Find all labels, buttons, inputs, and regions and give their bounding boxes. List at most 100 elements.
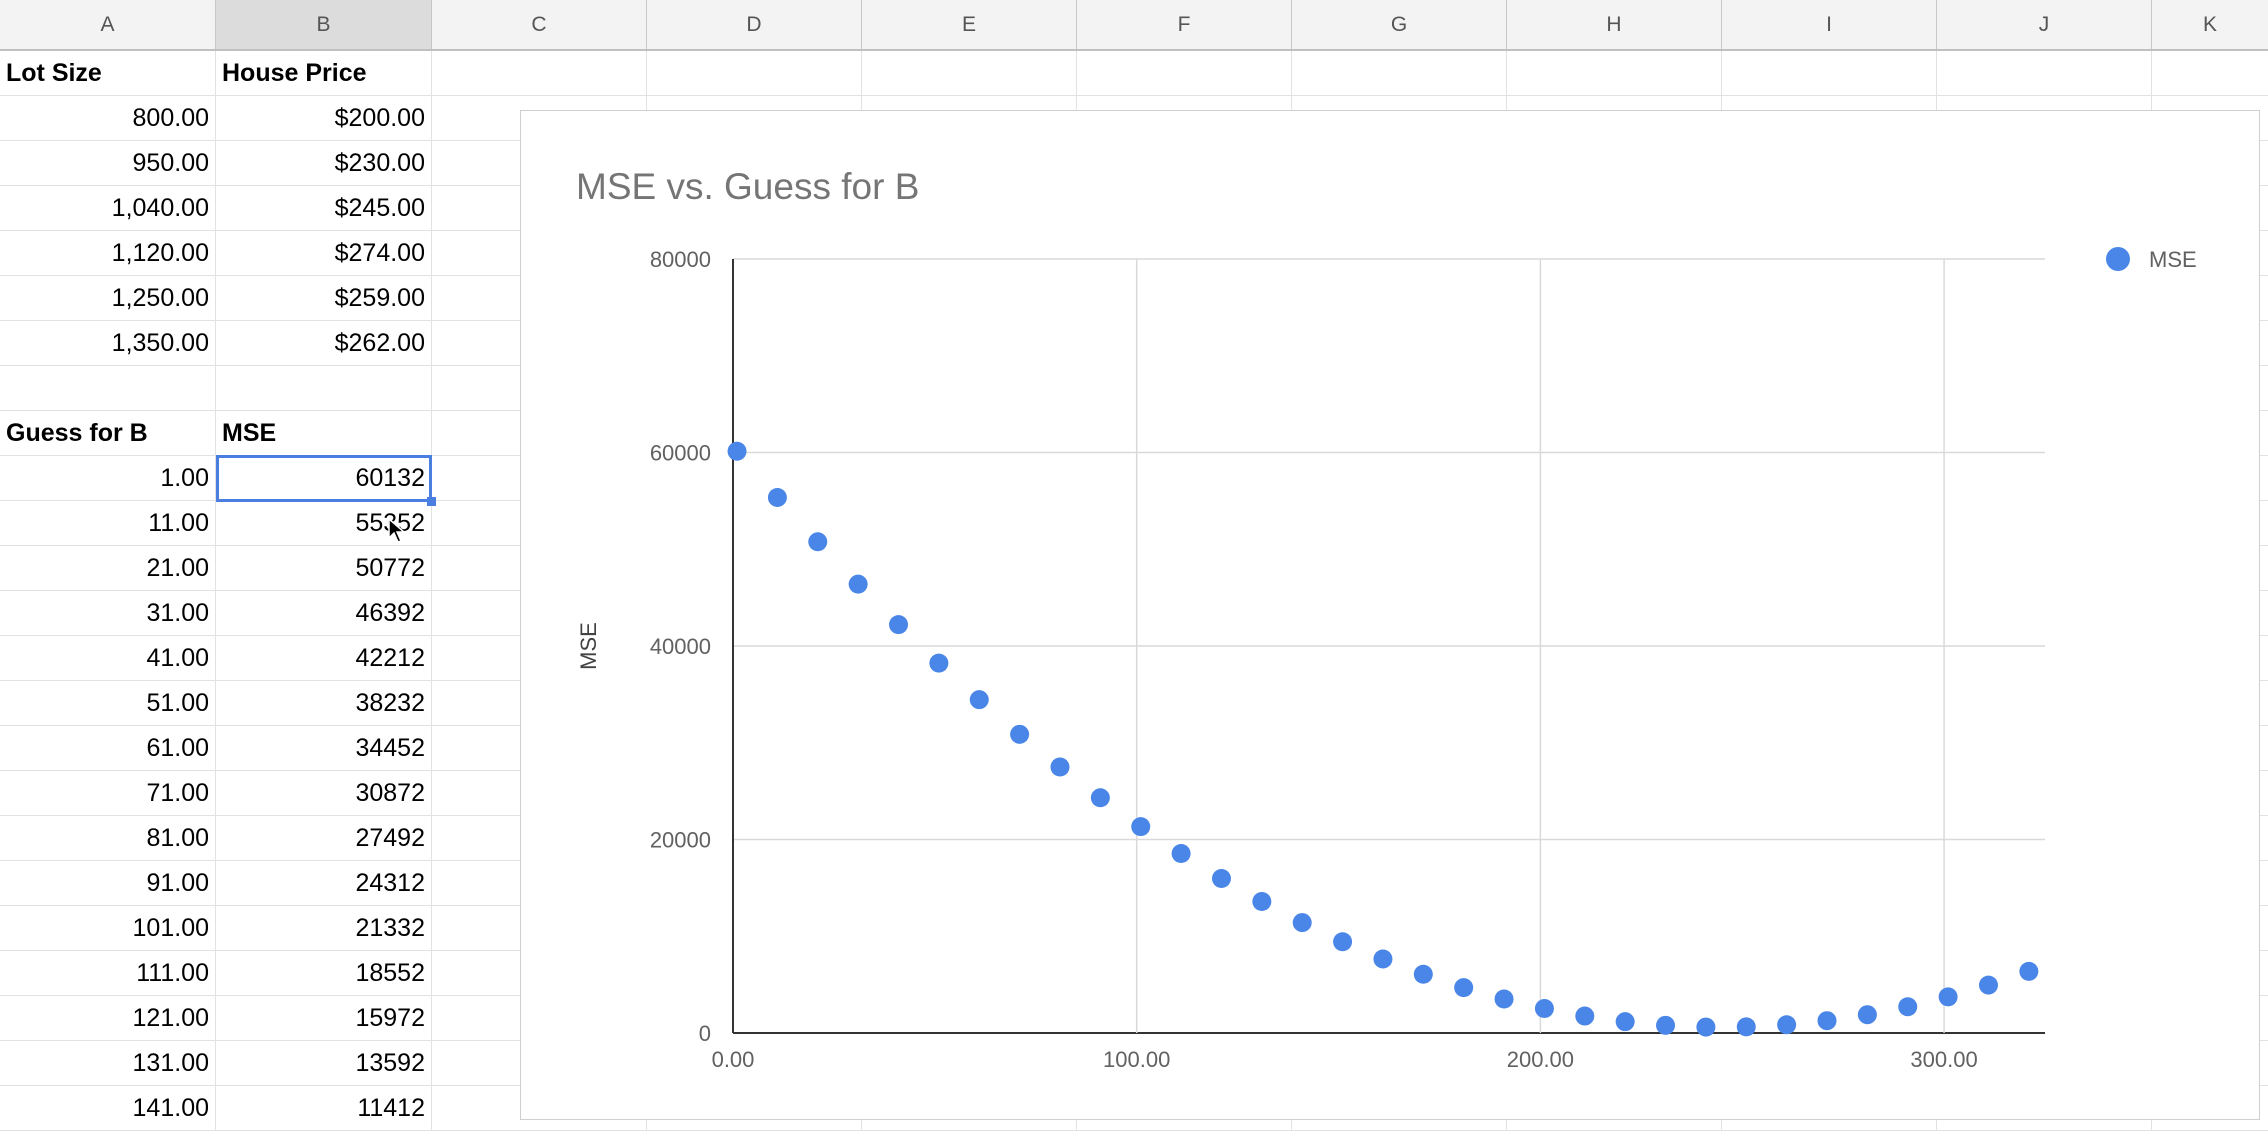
cell[interactable] — [432, 51, 647, 96]
chart-panel[interactable]: MSE vs. Guess for B 0 20000 40000 60000 80000… — [520, 110, 2260, 1120]
cell[interactable]: 30872 — [216, 771, 432, 816]
data-point — [767, 487, 787, 507]
cell[interactable]: 101.00 — [0, 906, 216, 951]
data-point — [1777, 1015, 1797, 1035]
y-tick-label: 60000 — [650, 441, 711, 466]
data-point — [1413, 964, 1433, 984]
cell[interactable] — [1292, 51, 1507, 96]
cell[interactable]: 91.00 — [0, 861, 216, 906]
cell[interactable]: 950.00 — [0, 141, 216, 186]
y-tick-label: 0 — [699, 1021, 711, 1046]
cell[interactable]: 11.00 — [0, 501, 216, 546]
cell[interactable] — [647, 51, 862, 96]
data-point — [1292, 913, 1312, 933]
data-point — [889, 615, 909, 635]
column-header-b[interactable]: B — [216, 0, 432, 49]
x-tick-label: 300.00 — [1910, 1047, 1977, 1072]
legend-marker — [2106, 247, 2130, 271]
data-point — [848, 574, 868, 594]
cell[interactable]: 121.00 — [0, 996, 216, 1041]
cell[interactable]: 1,250.00 — [0, 276, 216, 321]
data-point — [1131, 817, 1151, 837]
x-tick-label: 0.00 — [712, 1047, 755, 1072]
column-header-g[interactable]: G — [1292, 0, 1507, 49]
cell[interactable]: 81.00 — [0, 816, 216, 861]
cell[interactable]: $262.00 — [216, 321, 432, 366]
cell[interactable]: 34452 — [216, 726, 432, 771]
cell[interactable] — [1077, 51, 1292, 96]
data-point — [1938, 987, 1958, 1007]
x-tick-label: 100.00 — [1103, 1047, 1170, 1072]
data-point — [1050, 757, 1070, 777]
data-point — [1454, 978, 1474, 998]
cell[interactable]: $230.00 — [216, 141, 432, 186]
cell[interactable]: 1,350.00 — [0, 321, 216, 366]
cell[interactable] — [1937, 51, 2152, 96]
scatter-chart: MSE vs. Guess for B 0 20000 40000 60000 80000… — [576, 166, 2197, 1072]
data-point — [969, 690, 989, 710]
cell[interactable] — [2152, 51, 2268, 96]
cell[interactable]: 1,120.00 — [0, 231, 216, 276]
cell[interactable]: 21332 — [216, 906, 432, 951]
column-header-i[interactable]: I — [1722, 0, 1937, 49]
data-point — [1494, 989, 1514, 1009]
cell[interactable]: Lot Size — [0, 51, 216, 96]
column-header-e[interactable]: E — [862, 0, 1077, 49]
cell[interactable]: 50772 — [216, 546, 432, 591]
cell[interactable]: Guess for B — [0, 411, 216, 456]
cell[interactable] — [1722, 51, 1937, 96]
column-header-f[interactable]: F — [1077, 0, 1292, 49]
cell[interactable]: $245.00 — [216, 186, 432, 231]
data-point — [1333, 932, 1353, 952]
data-point — [1575, 1006, 1595, 1026]
cell[interactable]: House Price — [216, 51, 432, 96]
cell[interactable]: 31.00 — [0, 591, 216, 636]
column-header-k[interactable]: K — [2152, 0, 2268, 49]
column-header-d[interactable]: D — [647, 0, 862, 49]
cell[interactable]: 24312 — [216, 861, 432, 906]
y-tick-label: 20000 — [650, 828, 711, 853]
data-point — [2019, 961, 2039, 981]
cell[interactable]: 13592 — [216, 1041, 432, 1086]
cell[interactable]: $200.00 — [216, 96, 432, 141]
data-point — [1615, 1012, 1635, 1032]
cell[interactable]: 1.00 — [0, 456, 216, 501]
cell[interactable]: 18552 — [216, 951, 432, 996]
cell[interactable]: 1,040.00 — [0, 186, 216, 231]
cell[interactable]: 51.00 — [0, 681, 216, 726]
cell[interactable]: $259.00 — [216, 276, 432, 321]
cell[interactable]: 141.00 — [0, 1086, 216, 1131]
cell[interactable]: 111.00 — [0, 951, 216, 996]
cell[interactable]: 46392 — [216, 591, 432, 636]
cell[interactable] — [1507, 51, 1722, 96]
column-header-c[interactable]: C — [432, 0, 647, 49]
cell[interactable]: 11412 — [216, 1086, 432, 1131]
data-point — [1656, 1015, 1676, 1035]
fill-handle[interactable] — [427, 497, 436, 506]
cell[interactable]: $274.00 — [216, 231, 432, 276]
cell[interactable]: 60132 — [216, 456, 432, 501]
cell[interactable]: 15972 — [216, 996, 432, 1041]
cell[interactable]: 38232 — [216, 681, 432, 726]
column-header-a[interactable]: A — [0, 0, 216, 49]
data-point — [1010, 724, 1030, 744]
cell[interactable]: 61.00 — [0, 726, 216, 771]
cell[interactable]: 42212 — [216, 636, 432, 681]
cell[interactable]: 21.00 — [0, 546, 216, 591]
cell[interactable] — [0, 366, 216, 411]
data-point — [1171, 844, 1191, 864]
cell[interactable]: 41.00 — [0, 636, 216, 681]
column-header-j[interactable]: J — [1937, 0, 2152, 49]
data-point — [1373, 949, 1393, 969]
cell[interactable]: 27492 — [216, 816, 432, 861]
cell[interactable] — [216, 366, 432, 411]
cell[interactable]: MSE — [216, 411, 432, 456]
cell[interactable]: 131.00 — [0, 1041, 216, 1086]
cell[interactable]: 800.00 — [0, 96, 216, 141]
column-header-h[interactable]: H — [1507, 0, 1722, 49]
cell[interactable]: 71.00 — [0, 771, 216, 816]
data-point — [727, 441, 747, 461]
data-point — [1736, 1017, 1756, 1037]
cell[interactable] — [862, 51, 1077, 96]
